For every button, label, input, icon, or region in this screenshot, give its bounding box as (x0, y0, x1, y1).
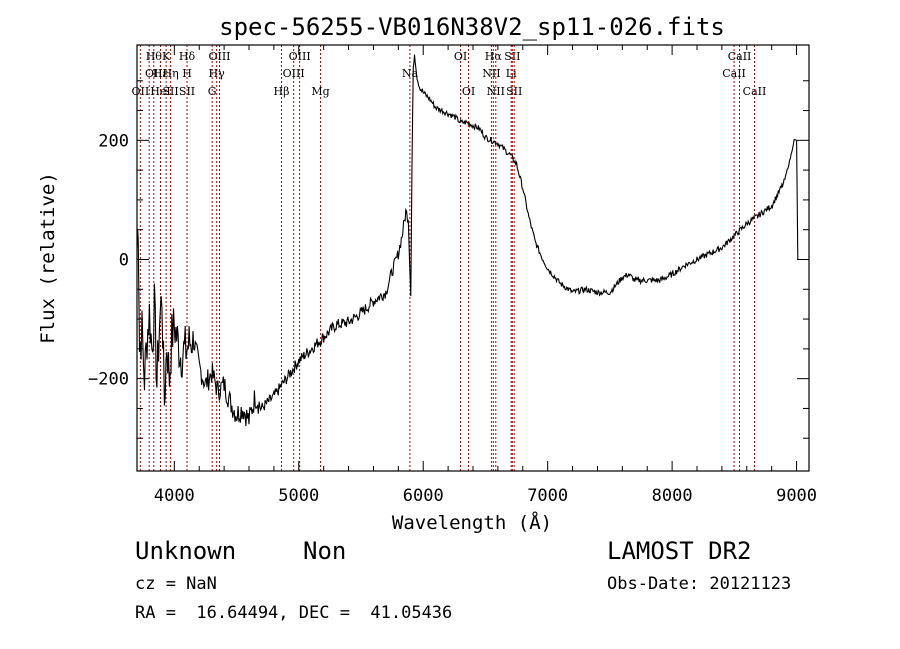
x-axis: 4000 5000 6000 7000 8000 9000 (154, 45, 817, 506)
emission-line-label: Hη (163, 67, 179, 80)
emission-line-label: CaII (743, 85, 767, 98)
x-tick-label: 5000 (278, 486, 319, 506)
emission-line-label: H (182, 67, 192, 80)
y-axis: −200 0 200 (88, 80, 809, 439)
emission-line-label: CaII (728, 50, 752, 63)
emission-line-label: G (208, 85, 217, 98)
emission-line-label: Hε (153, 67, 169, 80)
y-tick-label: 0 (119, 250, 129, 270)
x-tick-label: 7000 (527, 486, 568, 506)
x-tick-label: 9000 (776, 486, 817, 506)
x-tick-label: 6000 (403, 486, 444, 506)
x-tick-label: 8000 (652, 486, 693, 506)
emission-line-label: Hβ (274, 85, 290, 98)
coordinates: RA = 16.64494, DEC = 41.05436 (135, 603, 453, 623)
emission-line-label: SII (506, 85, 522, 98)
emission-line-label: SII (162, 85, 178, 98)
survey-label: LAMOST DR2 (607, 537, 752, 565)
obs-date: Obs-Date: 20121123 (607, 574, 792, 594)
emission-line-label: CaII (722, 67, 746, 80)
emission-line-label: Li (506, 67, 517, 80)
emission-line-label: Hγ (209, 67, 226, 80)
emission-line-label: SII (179, 85, 195, 98)
emission-line-label: OII (132, 85, 150, 98)
x-tick-label: 4000 (154, 486, 195, 506)
cz-value: cz = NaN (135, 574, 217, 594)
emission-line-label: OI (454, 50, 467, 63)
emission-line-label: NII (487, 85, 505, 98)
x-axis-label: Wavelength (Å) (392, 511, 552, 534)
emission-line-label: Hθ (146, 50, 163, 63)
emission-line-label: SII (504, 50, 520, 63)
emission-line-label: OIII (208, 50, 230, 63)
subclass-label: Non (303, 537, 347, 565)
emission-line-label: OI (462, 85, 475, 98)
emission-line-label: NII (482, 67, 500, 80)
emission-line-label: OII (145, 67, 163, 80)
y-axis-label: Flux (relative) (37, 172, 59, 344)
chart-title: spec-56255-VB016N38V2_sp11-026.fits (219, 13, 725, 41)
y-tick-label: −200 (88, 370, 129, 390)
emission-line-label: OIII (289, 50, 311, 63)
emission-line-label: K (162, 50, 171, 63)
emission-line-label: Hδ (179, 50, 196, 63)
emission-line-label: Mg (311, 85, 329, 98)
emission-line-label: Na (402, 67, 419, 80)
emission-line-label: Hα (485, 50, 503, 63)
spectrum-series-line (136, 54, 799, 427)
y-tick-label: 200 (98, 131, 129, 151)
emission-line-label: OIII (283, 67, 305, 80)
class-label: Unknown (135, 537, 237, 565)
